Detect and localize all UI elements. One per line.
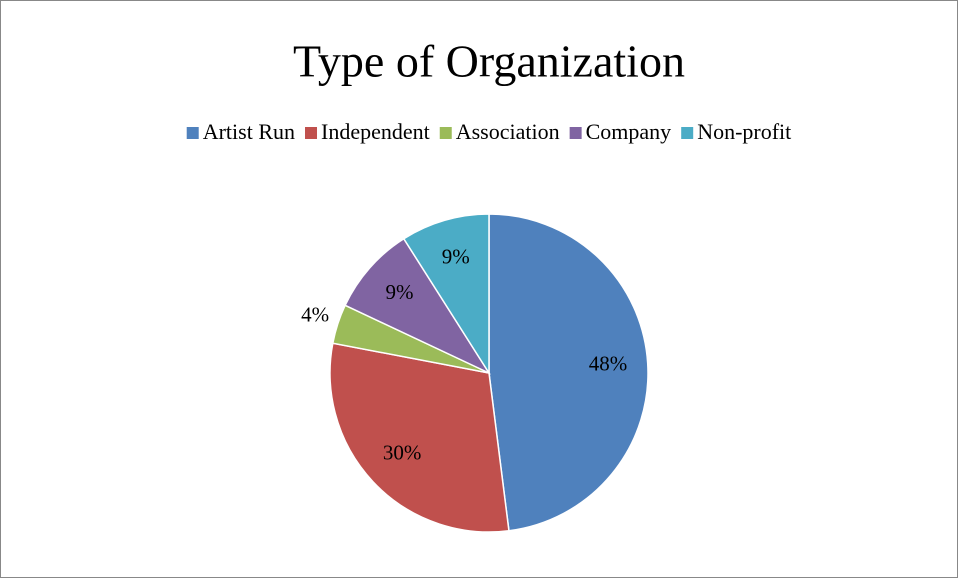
legend-swatch: [305, 127, 318, 139]
pie-slice: [329, 342, 510, 533]
legend-swatch: [681, 127, 694, 139]
pie-slice: [488, 213, 649, 532]
legend-label: Company: [586, 119, 672, 144]
legend-swatch: [569, 127, 582, 139]
legend-swatch: [186, 127, 199, 139]
data-label: 30%: [383, 440, 422, 464]
chart-title: Type of Organization: [293, 36, 685, 87]
legend-swatch: [439, 127, 452, 139]
legend-label: Independent: [321, 119, 430, 144]
data-label: 9%: [386, 280, 414, 304]
data-label: 9%: [442, 244, 470, 268]
pie-slice: [344, 237, 492, 375]
legend-label: Artist Run: [203, 119, 295, 144]
pie-slice: [402, 213, 490, 376]
legend-label: Association: [456, 119, 560, 144]
data-label: 48%: [589, 351, 628, 375]
legend-label: Non-profit: [697, 119, 791, 144]
data-label: 4%: [301, 302, 329, 326]
